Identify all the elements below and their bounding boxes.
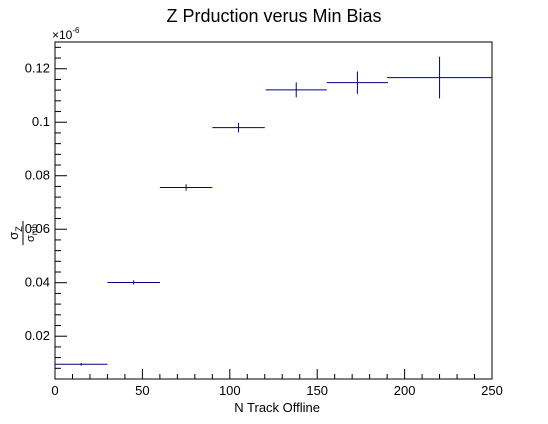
y-tick-label: 0.08 [25,168,50,183]
data-point [326,71,388,94]
x-tick-label: 0 [51,383,58,398]
y-axis-label: σZ σmb [6,221,39,245]
y-label-numerator: σZ [6,226,24,240]
x-tick-label: 200 [394,383,416,398]
y-tick-label: 0.02 [25,328,50,343]
y-tick-label: 0.1 [32,114,50,129]
x-axis-label: N Track Offline [234,400,320,415]
y-tick-label: 0.04 [25,275,50,290]
x-tick-label: 50 [135,383,149,398]
x-tick-label: 250 [481,383,503,398]
data-point [265,82,327,98]
y-exponent-power: -6 [72,26,80,35]
data-point [159,184,213,191]
plot-frame [54,41,493,380]
y-axis: 0.02 0.04 0.06 0.08 0.1 0.12 [25,46,67,380]
data-point [212,122,265,133]
y-tick-label: 0.12 [25,61,50,76]
y-tick-label: 0.06 [25,221,50,236]
x-tick-label: 100 [219,383,241,398]
data-point [55,362,108,366]
data-point [107,280,160,285]
x-tick-label: 150 [306,383,328,398]
y-exponent-label: ×10-6 [52,26,80,42]
chart-title: Z Prduction verus Min Bias [166,6,381,26]
data-series [55,56,492,366]
data-point [387,56,492,99]
y-label-denominator: σmb [25,224,39,242]
x-axis: 0 50 100 150 200 250 [51,369,503,398]
